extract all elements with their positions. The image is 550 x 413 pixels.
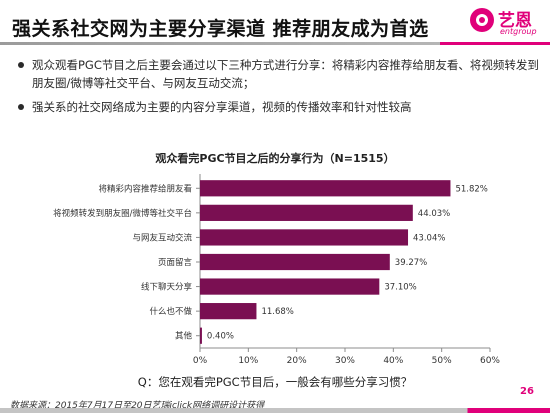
survey-question: Q：您在观看完PGC节目后，一般会有哪些分享习惯？ [137,375,413,389]
title-divider [0,42,550,45]
bar [200,303,257,320]
x-tick-label: 60% [480,356,500,366]
bar [200,180,451,197]
page-number: 26 [520,386,534,397]
data-label: 43.04% [413,233,445,243]
x-tick-label: 10% [238,356,258,366]
x-tick-label: 30% [335,356,355,366]
data-label: 11.68% [261,307,293,317]
x-tick-label: 20% [287,356,307,366]
x-tick-label: 50% [432,356,452,366]
page-title: 强关系社交网为主要分享渠道 推荐朋友成为首选 [12,18,429,40]
category-label: 页面留言 [158,257,193,268]
logo-text-en: entgroup [500,27,537,36]
logo-text-cn: 艺恩 [498,11,532,31]
data-label: 37.10% [384,283,416,293]
bullet-text: 观众观看PGC节目之后主要会通过以下三种方式进行分享：将精彩内容推荐给朋友看、将… [32,58,539,90]
entgroup-logo: 艺恩 entgroup [470,6,546,40]
category-label: 将视频转发到朋友圈/微博等社交平台 [53,208,192,219]
category-label: 与网友互动交流 [132,232,192,243]
bullet-list: 观众观看PGC节目之后主要会通过以下三种方式进行分享：将精彩内容推荐给朋友看、将… [10,56,540,122]
x-tick-label: 40% [383,356,403,366]
category-label: 线下聊天分享 [141,282,193,293]
data-source: 数据来源：2015年7月17日至20日艺瑞iclick网络调研设计获得 [10,401,265,411]
bullet-item: 观众观看PGC节目之后主要会通过以下三种方式进行分享：将精彩内容推荐给朋友看、将… [10,56,540,92]
bar [200,229,409,246]
data-label: 39.27% [395,258,427,268]
data-label: 44.03% [418,209,450,219]
data-label: 0.40% [207,332,234,342]
bullet-text: 强关系的社交网络成为主要的内容分享渠道，视频的传播效率和针对性较高 [32,100,412,114]
bar [200,278,380,295]
bar [200,204,413,221]
bar [200,327,202,344]
category-label: 什么也不做 [149,306,192,317]
chart-title: 观众看完PGC节目之后的分享行为（N=1515） [155,152,395,165]
bullet-dot-icon [18,104,24,110]
footer-divider [0,408,550,413]
category-label: 将精彩内容推荐给朋友看 [98,183,192,194]
bullet-dot-icon [18,62,24,68]
x-tick-label: 0% [193,356,208,366]
entgroup-logo-icon [470,8,494,32]
category-label: 其他 [175,331,193,342]
data-label: 51.82% [455,184,487,194]
bar [200,253,390,271]
bullet-item: 强关系的社交网络成为主要的内容分享渠道，视频的传播效率和针对性较高 [10,98,540,116]
